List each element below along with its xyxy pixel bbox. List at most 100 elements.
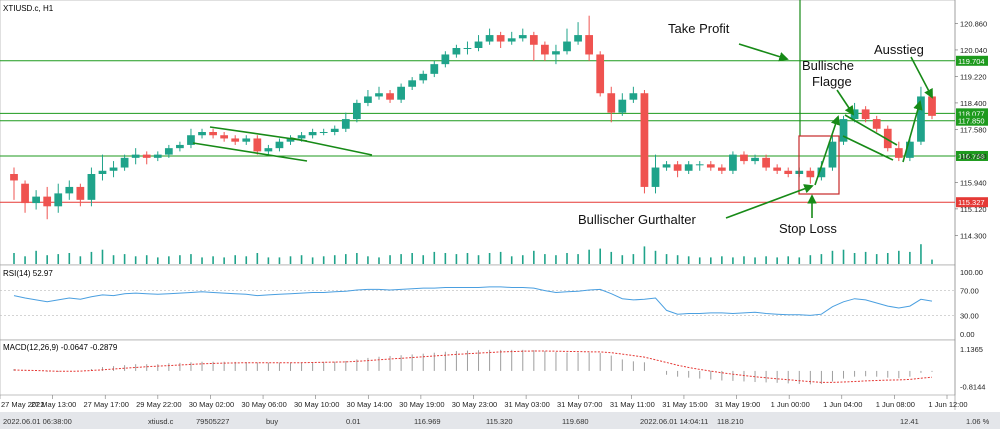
candle-body-28 <box>319 132 328 133</box>
breakout-box <box>798 135 840 195</box>
candle-body-61 <box>684 164 693 171</box>
x-tick-0: 27 May 2022 <box>1 400 44 409</box>
x-tick-4: 30 May 02:00 <box>189 400 234 409</box>
x-tick-2: 27 May 17:00 <box>83 400 128 409</box>
status-cell-6: 115.320 <box>486 417 513 426</box>
candle-body-56 <box>629 93 638 100</box>
level-tag-bg-1 <box>956 108 988 119</box>
level-tag-bg-2 <box>956 115 988 126</box>
status-cell-5: 116.969 <box>414 417 441 426</box>
candle-body-17 <box>198 132 206 136</box>
status-cell-1: xtiusd.c <box>148 417 174 426</box>
candle-body-72 <box>806 170 815 178</box>
hammer-label: Bullischer Gurthalter <box>578 212 696 227</box>
status-cell-7: 119.680 <box>562 417 589 426</box>
candle-body-76 <box>850 109 859 120</box>
hammer-arrow <box>725 184 814 219</box>
candle-body-23 <box>264 148 273 152</box>
level-tag-3: 116.758 <box>958 152 985 161</box>
x-tick-12: 31 May 11:00 <box>610 400 655 409</box>
candle-body-63 <box>706 164 715 168</box>
status-cell-11: 1.06 % <box>966 417 990 426</box>
volume-bars <box>13 244 933 264</box>
status-values: 2022.06.01 06:38:00 xtiusd.c 79505227 buy 0.… <box>3 417 990 426</box>
price-tick-0: 120.860 <box>960 19 987 28</box>
candle-body-2 <box>32 196 40 204</box>
candle-body-27 <box>308 132 317 136</box>
candle-body-31 <box>352 102 361 120</box>
exit-arrow <box>910 56 933 99</box>
status-cell-4: 0.01 <box>346 417 361 426</box>
candle-body-65 <box>729 154 737 171</box>
x-tick-18: 1 Jun 12:00 <box>928 400 967 409</box>
flag-line-1a <box>209 126 308 142</box>
status-cell-2: 79505227 <box>196 417 229 426</box>
take-profit-arrow <box>738 43 789 62</box>
candle-body-62 <box>695 164 704 166</box>
candle-body-73 <box>817 167 826 178</box>
status-cell-0: 2022.06.01 06:38:00 <box>3 417 72 426</box>
level-tag-4: 115.327 <box>958 198 985 207</box>
candle-body-80 <box>894 148 903 158</box>
candle-body-25 <box>286 138 295 142</box>
candle-body-20 <box>231 138 240 142</box>
pole-arrow <box>814 115 841 186</box>
candle-body-68 <box>762 157 770 168</box>
flag-line-2a <box>844 114 898 146</box>
rsi-tick-0: 100.00 <box>960 268 983 277</box>
price-tick-8: 114.300 <box>960 231 987 240</box>
level-tag-bg-4 <box>956 197 988 208</box>
rsi-line <box>13 286 933 316</box>
candle-body-18 <box>209 132 217 136</box>
candle-body-60 <box>673 164 682 171</box>
candle-body-15 <box>176 144 184 149</box>
x-tick-14: 31 May 19:00 <box>715 400 760 409</box>
candle-body-41 <box>463 48 472 49</box>
candle-body-82 <box>917 96 925 142</box>
candle-body-83 <box>928 96 936 116</box>
x-tick-17: 1 Jun 08:00 <box>876 400 915 409</box>
candlesticks <box>10 15 936 220</box>
price-axis: 120.860 120.040 119.220 118.400 117.580 116.7… <box>955 19 987 240</box>
x-tick-3: 29 May 22:00 <box>136 400 181 409</box>
candle-body-69 <box>773 167 782 171</box>
candle-body-78 <box>872 119 881 129</box>
price-tick-5: 116.760 <box>960 152 987 161</box>
candle-body-8 <box>98 170 107 174</box>
flag-line-1c <box>290 137 373 156</box>
x-tick-9: 30 May 23:00 <box>452 400 497 409</box>
candle-body-55 <box>618 99 627 113</box>
annotations: Take Profit Bullische Flagge Ausstieg Bu… <box>192 0 933 236</box>
candle-body-10 <box>120 157 129 168</box>
candle-body-29 <box>330 128 339 132</box>
candle-body-3 <box>43 196 52 207</box>
candle-body-67 <box>751 157 759 162</box>
candle-body-1 <box>21 183 29 204</box>
candle-body-9 <box>109 167 118 171</box>
breakout-arrow <box>902 100 923 163</box>
macd-panel <box>0 339 956 396</box>
candle-body-14 <box>164 148 173 155</box>
macd-tick-0: 1.1365 <box>960 345 983 354</box>
candle-body-19 <box>220 135 229 139</box>
candle-body-35 <box>397 86 405 100</box>
rsi-tick-2: 30.00 <box>960 311 979 320</box>
candle-body-40 <box>452 48 461 55</box>
take-profit-label: Take Profit <box>668 21 730 36</box>
candle-body-77 <box>861 109 870 120</box>
candle-body-46 <box>518 35 527 39</box>
candle-body-54 <box>607 93 616 113</box>
candle-body-64 <box>717 167 726 171</box>
candle-body-26 <box>297 135 306 139</box>
rsi-tick-1: 70.00 <box>960 287 979 296</box>
price-tick-7: 115.120 <box>960 205 987 214</box>
candle-body-45 <box>507 38 516 42</box>
candle-body-37 <box>419 73 428 81</box>
candle-body-22 <box>253 138 262 152</box>
x-tick-13: 31 May 15:00 <box>662 400 707 409</box>
rsi-panel <box>0 264 956 341</box>
x-tick-1: 27 May 13:00 <box>31 400 76 409</box>
candle-body-13 <box>153 154 162 158</box>
exit-label: Ausstieg <box>874 42 924 57</box>
